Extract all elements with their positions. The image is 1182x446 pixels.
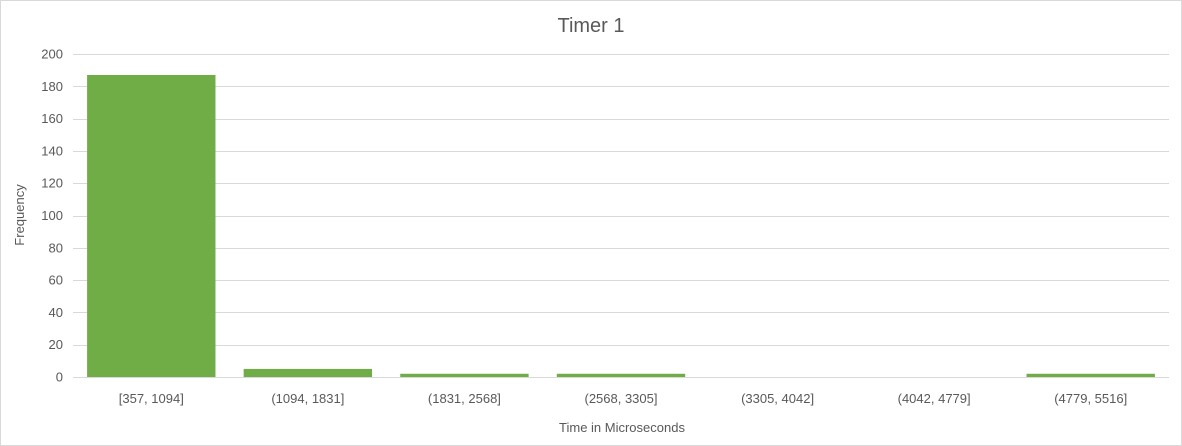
y-tick-label: 140 bbox=[41, 143, 63, 158]
bar-3 bbox=[556, 373, 686, 377]
y-tick-label: 180 bbox=[41, 79, 63, 94]
y-tick-label: 0 bbox=[56, 370, 63, 385]
y-tick-label: 160 bbox=[41, 111, 63, 126]
x-tick-label: (4779, 5516] bbox=[1054, 391, 1127, 406]
bar-6 bbox=[1026, 373, 1155, 377]
x-tick-label: (4042, 4779] bbox=[898, 391, 971, 406]
x-tick-label: [357, 1094] bbox=[119, 391, 184, 406]
y-axis-title: Frequency bbox=[12, 184, 27, 246]
x-tick-label: (1831, 2568] bbox=[428, 391, 501, 406]
y-tick-label: 60 bbox=[49, 273, 63, 288]
bars bbox=[87, 74, 1155, 378]
bar-2 bbox=[400, 373, 529, 377]
y-tick-label: 80 bbox=[49, 240, 63, 255]
y-axis-ticks: 0 20 40 60 80 100 120 140 160 180 200 bbox=[41, 47, 63, 385]
y-tick-label: 20 bbox=[49, 337, 63, 352]
chart-title: Timer 1 bbox=[557, 15, 624, 37]
bar-1 bbox=[243, 368, 373, 377]
bar-0 bbox=[87, 74, 216, 378]
x-tick-label: (2568, 3305] bbox=[584, 391, 657, 406]
x-tick-label: (1094, 1831] bbox=[271, 391, 344, 406]
y-tick-label: 40 bbox=[49, 305, 63, 320]
y-tick-label: 120 bbox=[41, 176, 63, 191]
y-tick-label: 200 bbox=[41, 47, 63, 62]
gridlines bbox=[73, 54, 1169, 378]
y-tick-label: 100 bbox=[41, 208, 63, 223]
x-axis-title: Time in Microseconds bbox=[559, 420, 685, 435]
x-axis-ticks: [357, 1094] (1094, 1831] (1831, 2568] (2568… bbox=[119, 391, 1127, 406]
x-tick-label: (3305, 4042] bbox=[741, 391, 814, 406]
